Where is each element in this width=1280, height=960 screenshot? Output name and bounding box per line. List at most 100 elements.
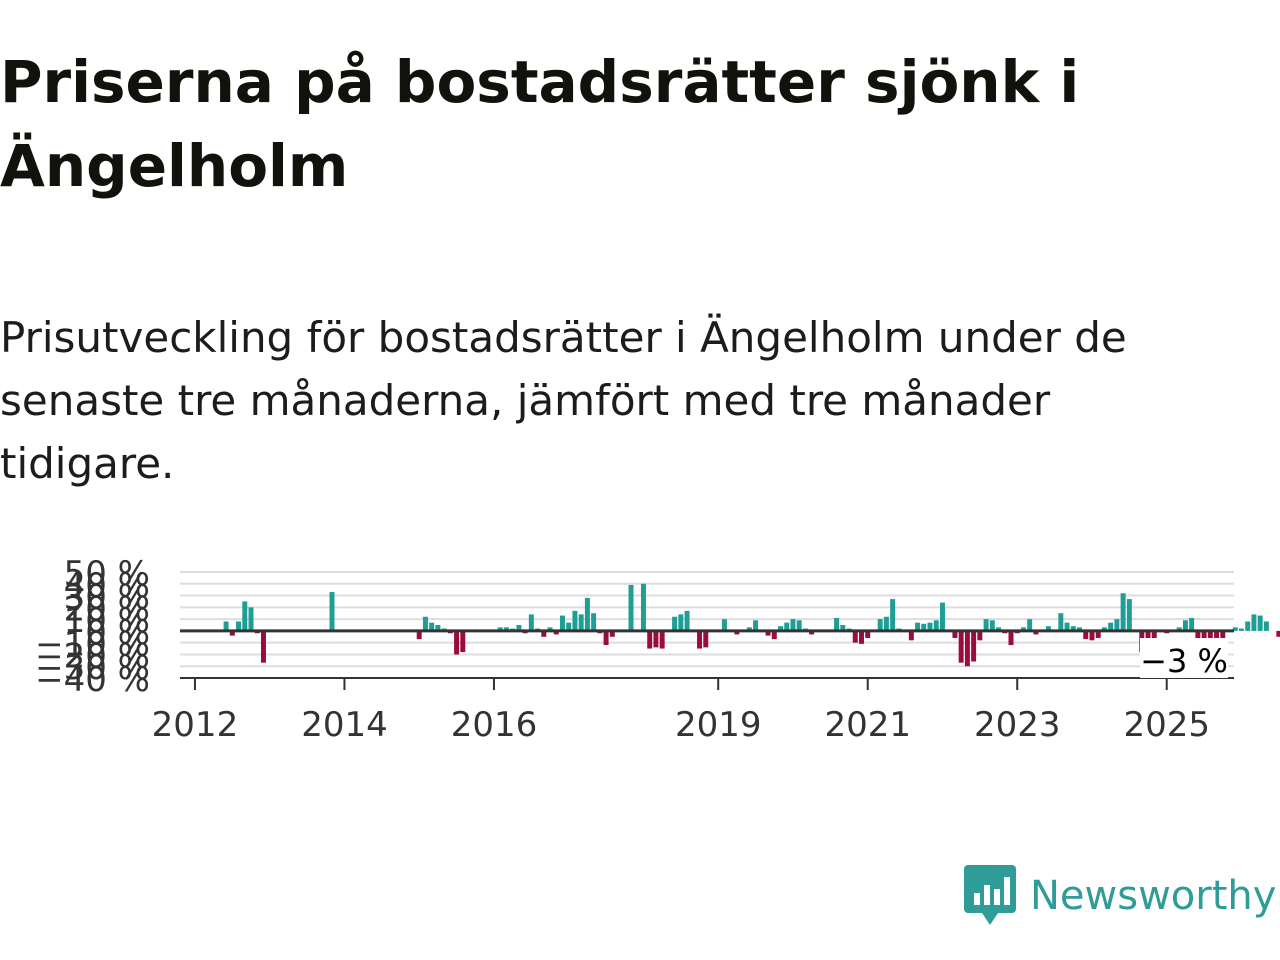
bar: [1020, 627, 1026, 631]
bar: [734, 630, 740, 635]
y-tick-label: 20 %: [64, 589, 150, 629]
bar: [503, 627, 509, 631]
bar: [678, 614, 684, 631]
bar: [983, 619, 989, 631]
bar: [460, 630, 466, 653]
bar: [784, 622, 790, 631]
bar: [908, 630, 914, 641]
bar: [778, 626, 783, 631]
bar: [591, 613, 597, 631]
bar: [1276, 630, 1280, 637]
bar: [429, 622, 435, 631]
bar: [584, 597, 590, 631]
bar: [1257, 615, 1263, 631]
bar: [572, 610, 578, 631]
bar: [1108, 622, 1114, 631]
bar: [771, 630, 777, 640]
bar: [952, 630, 958, 638]
bar: [796, 620, 802, 631]
bar: [964, 630, 970, 667]
last-value-annotation: −3 %: [1140, 642, 1228, 680]
bar: [939, 602, 945, 631]
bar: [877, 619, 883, 631]
bar: [1077, 627, 1083, 631]
y-tick-label: −40 %: [35, 660, 150, 700]
bar: [840, 625, 846, 631]
bar: [1114, 619, 1120, 631]
bar: [1126, 599, 1132, 631]
y-tick-label: −10 %: [35, 625, 150, 665]
bar: [454, 630, 460, 655]
bar: [958, 630, 964, 663]
bar: [559, 615, 565, 631]
bar: [223, 621, 229, 631]
bar: [497, 627, 503, 631]
bar: [566, 622, 572, 631]
bar: [603, 630, 609, 646]
bar: [933, 620, 939, 631]
bar: [883, 616, 889, 631]
newsworthy-brand[interactable]: Newsworthy: [964, 864, 1276, 928]
bar: [553, 630, 559, 635]
bar: [753, 620, 759, 631]
x-tick-label: 2021: [824, 705, 911, 745]
bar: [628, 584, 634, 631]
bar: [697, 630, 703, 649]
bar: [746, 627, 752, 631]
bar: [1033, 630, 1039, 635]
bar: [1045, 626, 1051, 631]
bar: [1195, 630, 1201, 640]
bar: [647, 630, 653, 649]
bar: [1189, 617, 1195, 631]
bar: [248, 607, 254, 631]
bar: [260, 630, 266, 663]
y-tick-label: 0 %: [85, 613, 150, 653]
y-tick-label: −30 %: [35, 648, 150, 688]
bar: [1095, 630, 1101, 638]
bar: [1182, 620, 1188, 631]
bar: [684, 610, 690, 631]
bar: [1245, 621, 1251, 631]
bar: [1232, 627, 1238, 631]
page-subtitle: Prisutveckling för bostadsrätter i Ängel…: [0, 313, 1127, 488]
bar: [609, 630, 615, 637]
bar: [242, 601, 248, 631]
bar: [435, 625, 441, 631]
bar: [659, 630, 665, 649]
bar: [790, 619, 796, 631]
bar: [996, 627, 1002, 631]
bar: [1101, 627, 1107, 631]
bar: [703, 630, 709, 648]
bar: [927, 622, 933, 631]
bar: [809, 630, 815, 635]
x-tick-label: 2023: [974, 705, 1061, 745]
bar: [1083, 630, 1089, 640]
bar: [1089, 630, 1095, 641]
annotation-background: [1140, 638, 1228, 678]
bar: [416, 630, 422, 640]
bar: [528, 614, 534, 631]
price-change-chart: 50 %40 %30 %20 %10 %0 %−10 %−20 %−30 %−4…: [35, 554, 1280, 745]
bar: [989, 620, 995, 631]
brand-name: Newsworthy: [1030, 873, 1277, 919]
x-tick-label: 2016: [451, 705, 538, 745]
bar: [1263, 621, 1269, 631]
bar: [229, 630, 235, 636]
bar: [547, 627, 553, 631]
bar: [672, 616, 678, 631]
bar: [915, 622, 921, 631]
bar: [236, 621, 242, 631]
bar: [1070, 626, 1076, 631]
y-tick-label: −20 %: [35, 636, 150, 676]
bar: [1008, 630, 1014, 646]
bar: [640, 583, 646, 631]
bar: [1238, 628, 1244, 631]
bar: [653, 630, 659, 648]
bar: [852, 630, 858, 643]
bar: [1220, 630, 1226, 641]
bar: [1027, 619, 1033, 631]
y-tick-label: 40 %: [64, 566, 150, 606]
x-tick-label: 2014: [301, 705, 388, 745]
bar: [1176, 627, 1182, 631]
bar: [977, 630, 983, 641]
